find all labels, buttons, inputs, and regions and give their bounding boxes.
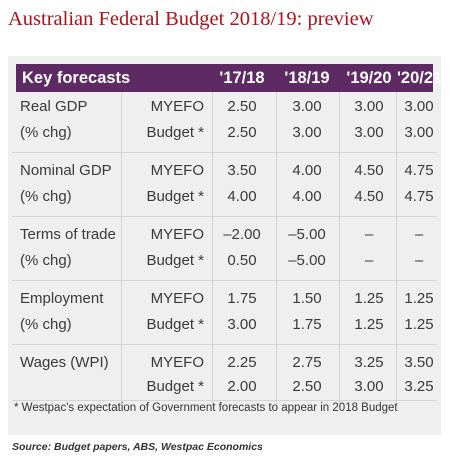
row-label: Terms of trade <box>20 226 116 243</box>
group-separator <box>12 216 437 217</box>
row-label: Wages (WPI) <box>20 354 109 371</box>
row-value: 2.00 <box>227 378 257 395</box>
row-value: 2.75 <box>292 354 322 371</box>
table-row: (% chg) Budget * 2.50 3.00 3.00 3.00 <box>16 122 434 144</box>
row-value: 0.50 <box>227 252 257 269</box>
row-source: Budget * <box>146 124 204 141</box>
row-source: MYEFO <box>150 98 204 115</box>
table-header: Key forecasts '17/18 '18/19 '19/20 '20/2… <box>16 64 442 92</box>
row-source: MYEFO <box>150 162 204 179</box>
row-value: –5.00 <box>288 252 326 269</box>
row-label: Nominal GDP <box>20 162 112 179</box>
header-year-17-18: '17/18 <box>219 69 265 87</box>
row-value: 2.25 <box>227 354 257 371</box>
group-separator <box>12 152 437 153</box>
row-value: – <box>414 226 424 243</box>
column-divider <box>121 92 122 404</box>
row-value: –5.00 <box>288 226 326 243</box>
row-label: (% chg) <box>20 316 72 333</box>
row-value: – <box>364 226 374 243</box>
row-value: 4.50 <box>354 162 384 179</box>
row-value: 1.25 <box>354 290 384 307</box>
table-row: Wages (WPI) MYEFO 2.25 2.75 3.25 3.50 <box>16 352 434 374</box>
row-value: – <box>414 252 424 269</box>
table-row: (% chg) Budget * 3.00 1.75 1.25 1.25 <box>16 314 434 336</box>
row-label: Employment <box>20 290 104 307</box>
row-value: 4.50 <box>354 188 384 205</box>
row-value: – <box>364 252 374 269</box>
row-label: Real GDP <box>20 98 88 115</box>
header-year-20-21: '20/21 <box>397 69 443 87</box>
row-source: MYEFO <box>150 290 204 307</box>
row-source: MYEFO <box>150 354 204 371</box>
row-value: 2.50 <box>227 124 257 141</box>
row-value: 2.50 <box>227 98 257 115</box>
row-value: 3.00 <box>354 124 384 141</box>
column-divider <box>276 92 277 404</box>
row-value: 3.00 <box>354 98 384 115</box>
row-value: 3.00 <box>354 378 384 395</box>
table-footnote: * Westpac's expectation of Government fo… <box>14 402 398 414</box>
row-value: 4.00 <box>292 188 322 205</box>
row-value: 3.00 <box>292 124 322 141</box>
column-divider <box>396 92 397 404</box>
header-year-19-20: '19/20 <box>346 69 392 87</box>
row-value: 3.50 <box>404 354 434 371</box>
table-row: (% chg) Budget * 4.00 4.00 4.50 4.75 <box>16 186 434 208</box>
row-source: Budget * <box>146 378 204 395</box>
row-value: 4.00 <box>292 162 322 179</box>
row-value: 2.50 <box>292 378 322 395</box>
table-row: Budget * 2.00 2.50 3.00 3.25 <box>16 376 433 398</box>
row-source: Budget * <box>146 188 204 205</box>
row-value: 1.75 <box>292 316 322 333</box>
table-row: Real GDP MYEFO 2.50 3.00 3.00 3.00 <box>16 96 434 118</box>
table-row: (% chg) Budget * 0.50 –5.00 – – <box>16 250 433 272</box>
group-separator <box>12 344 437 345</box>
table-row: Terms of trade MYEFO –2.00 –5.00 – – <box>16 224 433 246</box>
row-value: 3.50 <box>227 162 257 179</box>
row-source: Budget * <box>146 252 204 269</box>
header-year-18-19: '18/19 <box>284 69 330 87</box>
group-separator <box>12 280 437 281</box>
row-value: 1.25 <box>404 316 434 333</box>
row-value: –2.00 <box>223 226 261 243</box>
source-note: Source: Budget papers, ABS, Westpac Econ… <box>12 441 263 453</box>
column-divider <box>339 92 340 404</box>
table-row: Employment MYEFO 1.75 1.50 1.25 1.25 <box>16 288 434 310</box>
row-value: 3.00 <box>404 98 434 115</box>
row-value: 1.25 <box>404 290 434 307</box>
row-label: (% chg) <box>20 124 72 141</box>
header-label: Key forecasts <box>22 69 131 87</box>
page-title: Australian Federal Budget 2018/19: previ… <box>8 8 374 30</box>
row-value: 3.25 <box>404 378 434 395</box>
row-value: 3.00 <box>227 316 257 333</box>
row-value: 3.25 <box>354 354 384 371</box>
row-value: 4.75 <box>404 188 434 205</box>
row-label: (% chg) <box>20 188 72 205</box>
row-source: MYEFO <box>150 226 204 243</box>
row-value: 1.50 <box>292 290 322 307</box>
row-label: (% chg) <box>20 252 72 269</box>
table-row: Nominal GDP MYEFO 3.50 4.00 4.50 4.75 <box>16 160 434 182</box>
footnote-separator <box>12 400 437 401</box>
row-source: Budget * <box>146 316 204 333</box>
row-value: 1.25 <box>354 316 384 333</box>
row-value: 3.00 <box>404 124 434 141</box>
row-value: 1.75 <box>227 290 257 307</box>
row-value: 3.00 <box>292 98 322 115</box>
forecast-table-panel: Key forecasts '17/18 '18/19 '19/20 '20/2… <box>8 56 442 435</box>
row-value: 4.75 <box>404 162 434 179</box>
row-value: 4.00 <box>227 188 257 205</box>
column-divider <box>212 92 213 404</box>
